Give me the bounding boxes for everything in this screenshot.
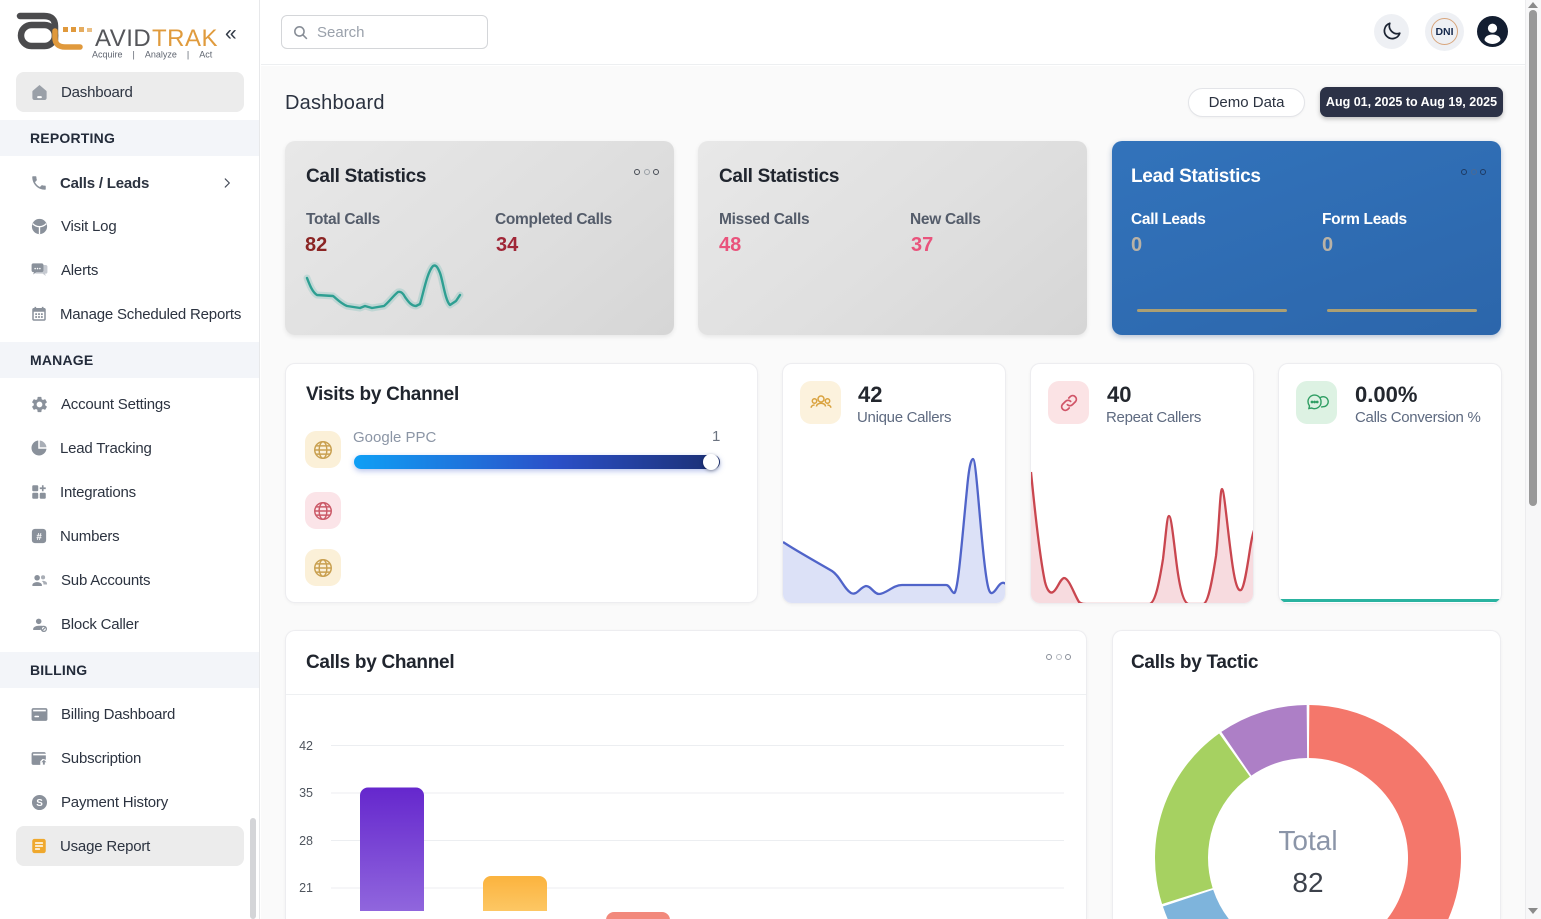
svg-text:#: # — [36, 532, 42, 543]
svg-text:82: 82 — [1292, 867, 1323, 898]
svg-text:AVID: AVID — [95, 25, 151, 52]
svg-text:35: 35 — [299, 786, 313, 800]
svg-text:21: 21 — [299, 881, 313, 895]
svg-text:S: S — [36, 798, 43, 809]
svg-text:28: 28 — [299, 834, 313, 848]
svg-text:TRAK: TRAK — [152, 25, 218, 52]
svg-text:Acquire | Analyze |: Acquire | Analyze | Act — [92, 50, 213, 60]
svg-text:42: 42 — [299, 739, 313, 753]
svg-text:Total: Total — [1278, 825, 1337, 856]
